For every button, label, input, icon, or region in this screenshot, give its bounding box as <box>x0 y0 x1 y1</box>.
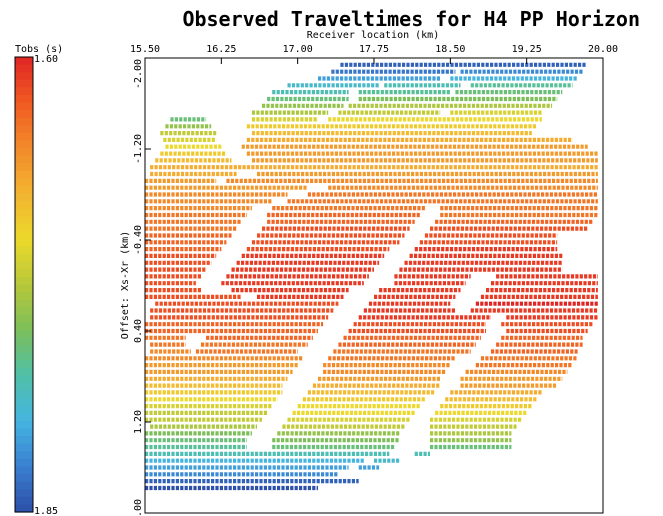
colorbar-swatch <box>15 299 33 308</box>
colorbar-frame <box>14 56 34 513</box>
x-tick-label: 19.25 <box>512 44 542 55</box>
colorbar-swatch <box>15 375 33 384</box>
x-tick-label: 18.50 <box>435 44 465 55</box>
colorbar-swatch <box>15 125 33 134</box>
colorbar-swatch <box>15 276 33 286</box>
colorbar-swatch <box>15 102 33 111</box>
y-tick-label: 0.40 <box>133 319 144 343</box>
colorbar-swatch <box>15 216 33 225</box>
y-axis-ticks: -2.00 -1.20 -0.40 0.40 1.20 2.00 <box>133 57 151 516</box>
colorbar-swatch <box>15 337 33 346</box>
colorbar-swatch <box>15 322 33 331</box>
data-rows <box>145 62 598 491</box>
colorbar-swatch <box>15 474 33 483</box>
colorbar-swatch <box>15 117 33 126</box>
colorbar-swatch <box>15 284 33 293</box>
colorbar-swatch <box>15 481 33 490</box>
y-tick-label: -0.40 <box>133 225 144 255</box>
x-tick-label: 17.00 <box>283 44 313 55</box>
x-tick-label: 20.00 <box>588 44 618 55</box>
colorbar-swatch <box>15 87 33 96</box>
colorbar-swatch <box>15 231 33 240</box>
colorbar-swatch <box>15 132 33 142</box>
colorbar-swatch <box>15 428 33 437</box>
chart-title: Observed Traveltimes for H4 PP Horizon <box>182 7 640 31</box>
colorbar-swatch <box>15 413 33 422</box>
colorbar-swatch <box>15 443 33 452</box>
colorbar-swatch <box>15 261 33 270</box>
colorbar-swatch <box>15 94 33 104</box>
colorbar-swatch <box>15 367 33 377</box>
colorbar-min-label: 1.85 <box>34 506 58 516</box>
colorbar-swatch <box>15 292 33 301</box>
colorbar-swatch <box>15 170 33 179</box>
colorbar-swatch <box>15 496 33 506</box>
colorbar-swatch <box>15 246 33 255</box>
y-tick-label: 1.20 <box>133 410 144 434</box>
colorbar-swatch <box>15 345 33 354</box>
colorbar-swatch <box>15 239 33 248</box>
colorbar-swatch <box>15 64 33 73</box>
colorbar-swatch <box>15 458 33 468</box>
colorbar-swatch <box>15 223 33 233</box>
y-axis-label: Offset: Xs-Xr (km) <box>120 231 131 339</box>
x-tick-label: 17.75 <box>359 44 389 55</box>
y-tick-label: 2.00 <box>133 499 144 516</box>
colorbar <box>14 56 34 513</box>
colorbar-swatch <box>15 383 33 392</box>
x-tick-label: 15.50 <box>130 44 160 55</box>
colorbar-swatch <box>15 254 33 263</box>
colorbar-swatch <box>15 185 33 195</box>
colorbar-swatch <box>15 489 33 498</box>
colorbar-label: Tobs (s) <box>15 44 63 55</box>
colorbar-swatch <box>15 57 33 66</box>
colorbar-swatch <box>15 201 33 210</box>
colorbar-swatch <box>15 451 33 460</box>
colorbar-swatch <box>15 155 33 164</box>
colorbar-swatch <box>15 110 33 119</box>
colorbar-swatch <box>15 79 33 88</box>
colorbar-swatch <box>15 307 33 316</box>
colorbar-swatch <box>15 360 33 369</box>
colorbar-swatch <box>15 208 33 217</box>
colorbar-swatch <box>15 193 33 202</box>
colorbar-swatch <box>15 72 33 81</box>
colorbar-swatch <box>15 504 33 513</box>
colorbar-swatch <box>15 466 33 475</box>
colorbar-swatch <box>15 163 33 172</box>
colorbar-swatch <box>15 330 33 339</box>
colorbar-max-label: 1.60 <box>34 54 58 65</box>
colorbar-swatch <box>15 390 33 399</box>
colorbar-swatch <box>15 140 33 149</box>
colorbar-swatch <box>15 269 33 278</box>
colorbar-swatch <box>15 314 33 324</box>
y-tick-label: -2.00 <box>133 59 144 89</box>
x-axis-ticks: 15.50 16.25 17.00 17.75 18.50 19.25 20.00 <box>130 44 618 64</box>
colorbar-swatch <box>15 421 33 430</box>
colorbar-swatch <box>15 352 33 361</box>
colorbar-swatch <box>15 148 33 157</box>
x-axis-label: Receiver location (km) <box>307 30 439 41</box>
colorbar-swatch <box>15 398 33 407</box>
colorbar-swatch <box>15 178 33 187</box>
x-tick-label: 16.25 <box>206 44 236 55</box>
y-tick-label: -1.20 <box>133 134 144 164</box>
colorbar-swatch <box>15 405 33 415</box>
colorbar-swatch <box>15 436 33 445</box>
